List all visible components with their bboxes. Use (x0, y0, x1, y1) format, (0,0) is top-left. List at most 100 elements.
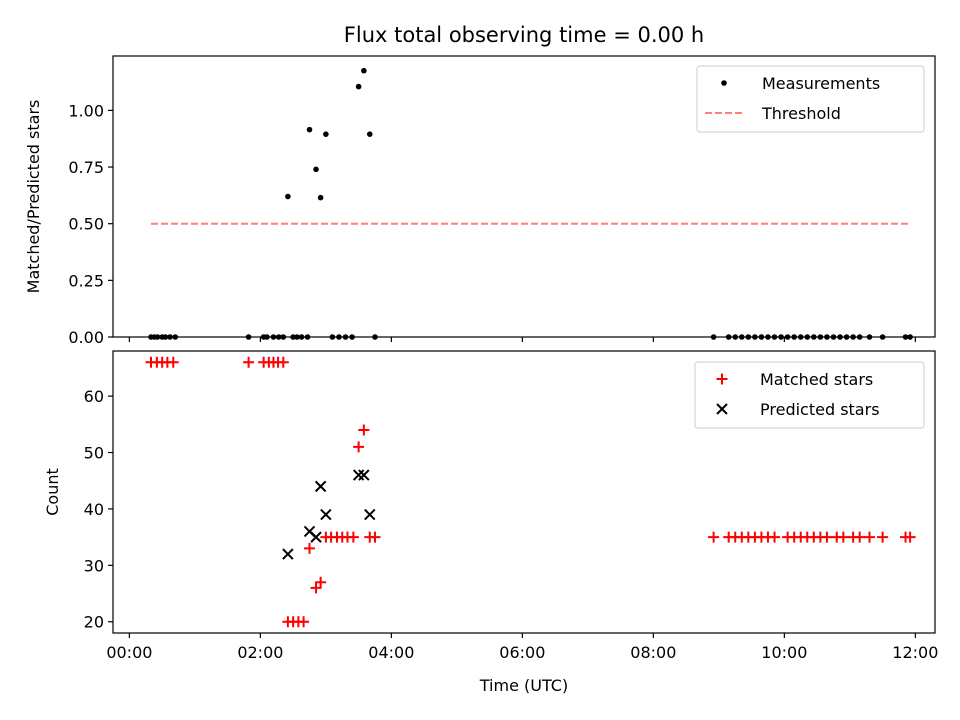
y-axis-label-1: Count (43, 468, 62, 516)
matched-stars-point-27 (369, 531, 381, 543)
legend-label-matched-stars: Matched stars (760, 370, 873, 389)
matched-stars-point-36 (769, 531, 781, 543)
measurements-point-38 (771, 334, 778, 340)
measurements-point-53 (879, 334, 886, 340)
matched-stars-point-49 (877, 531, 889, 543)
matched-stars-point-45 (837, 531, 849, 543)
y-axis-label-0: Matched/Predicted stars (24, 100, 43, 294)
measurements-point-28 (366, 131, 373, 137)
matched-stars-point-16 (310, 582, 322, 594)
legend-label-measurements: Measurements (762, 74, 880, 93)
measurements-point-7 (245, 334, 252, 340)
measurements-point-18 (306, 126, 313, 133)
measurements-point-52 (866, 334, 873, 340)
measurements-point-36 (758, 334, 765, 340)
measurements-point-48 (837, 334, 843, 340)
legend-label-threshold: Threshold (761, 104, 841, 123)
measurements-point-31 (725, 334, 732, 340)
measurements-point-50 (850, 334, 856, 340)
measurements-point-17 (304, 334, 311, 340)
measurements-point-47 (830, 334, 837, 340)
matched-stars-point-14 (298, 616, 310, 628)
measurements-point-4 (162, 334, 169, 340)
matched-stars-point-48 (864, 531, 876, 543)
measurements-point-32 (732, 334, 739, 340)
measurements-point-20 (317, 194, 324, 201)
predicted-stars-point-5 (352, 469, 365, 481)
matched-stars-point-43 (821, 531, 833, 543)
legend-label-predicted-stars: Predicted stars (760, 400, 880, 419)
measurements-point-42 (797, 334, 804, 340)
x-tick-label-4: 08:00 (630, 643, 676, 662)
matched-stars-point-5 (243, 356, 255, 368)
y-tick-label-1-0: 20 (84, 613, 104, 632)
measurements-point-9 (264, 334, 270, 340)
measurements-point-41 (791, 334, 797, 340)
measurements-point-14 (290, 334, 296, 340)
legend-box-0 (696, 65, 925, 133)
legend-swatch-matched-stars-0 (716, 373, 728, 385)
y-tick-label-0-2: 0.50 (68, 215, 104, 234)
y-tick-label-0-4: 1.00 (68, 101, 104, 120)
matched-stars-point-23 (347, 531, 359, 543)
matched-stars-point-15 (303, 542, 315, 554)
measurements-point-40 (784, 334, 791, 340)
measurements-point-12 (280, 334, 287, 340)
measurements-point-15 (294, 334, 300, 340)
predicted-stars-point-0 (282, 548, 294, 560)
measurements-point-25 (349, 334, 355, 340)
measurements-point-39 (778, 334, 784, 340)
y-tick-label-1-1: 30 (84, 556, 104, 575)
matched-stars-point-4 (167, 356, 179, 368)
measurements-point-46 (824, 334, 830, 340)
measurements-point-27 (361, 67, 367, 74)
legend-swatch-measurements-0 (721, 80, 727, 86)
measurements-point-37 (765, 334, 771, 340)
measurements-point-29 (372, 334, 378, 340)
matched-stars-point-24 (353, 441, 365, 453)
y-tick-label-1-4: 60 (84, 387, 104, 406)
measurements-point-55 (907, 334, 913, 340)
predicted-stars-point-6 (358, 469, 370, 481)
x-tick-label-5: 10:00 (761, 643, 807, 662)
measurements-point-10 (270, 334, 277, 340)
measurements-point-23 (336, 334, 342, 340)
measurements-point-21 (323, 131, 329, 137)
chart-title: Flux total observing time = 0.00 h (344, 23, 704, 47)
measurements-point-5 (167, 334, 173, 340)
plot-frame-1 (112, 350, 936, 634)
y-tick-label-0-3: 0.75 (68, 158, 104, 177)
measurements-point-2 (154, 334, 161, 340)
matched-stars-point-47 (854, 531, 866, 543)
measurements-point-16 (298, 334, 305, 340)
y-tick-label-0-0: 0.00 (68, 328, 104, 347)
plot-frame-0 (112, 55, 936, 338)
measurements-point-54 (902, 334, 909, 340)
legend-swatch-predicted-stars-0 (716, 403, 728, 415)
y-tick-label-1-2: 40 (84, 500, 104, 519)
bottom-panel: 20 30 40 50 60 00:00 02:00 04:00 06:00 08:00 10:00… (43, 350, 938, 662)
x-tick-label-0: 00:00 (106, 643, 152, 662)
measurements-point-43 (804, 334, 811, 340)
measurements-point-34 (745, 334, 752, 340)
measurements-point-6 (172, 334, 179, 340)
measurements-point-45 (817, 334, 824, 340)
predicted-stars-point-3 (314, 480, 327, 493)
measurements-point-30 (710, 334, 717, 340)
predicted-stars-point-4 (320, 508, 332, 521)
top-panel: 0.00 0.25 0.50 0.75 1.00 Matched/Predicted st… (24, 55, 936, 347)
measurements-point-19 (313, 166, 319, 173)
predicted-stars-point-7 (364, 508, 376, 521)
predicted-stars-point-2 (310, 531, 322, 543)
x-tick-label-6: 12:00 (892, 643, 938, 662)
measurements-point-11 (275, 334, 282, 340)
matched-stars-point-51 (904, 531, 916, 543)
measurements-point-51 (856, 334, 863, 340)
matched-stars-point-17 (315, 576, 327, 588)
y-tick-label-0-1: 0.25 (68, 271, 104, 290)
x-axis-label: Time (UTC) (479, 676, 568, 695)
x-tick-label-2: 04:00 (368, 643, 414, 662)
matched-stars-point-25 (358, 424, 370, 436)
matched-stars-point-28 (708, 531, 720, 543)
